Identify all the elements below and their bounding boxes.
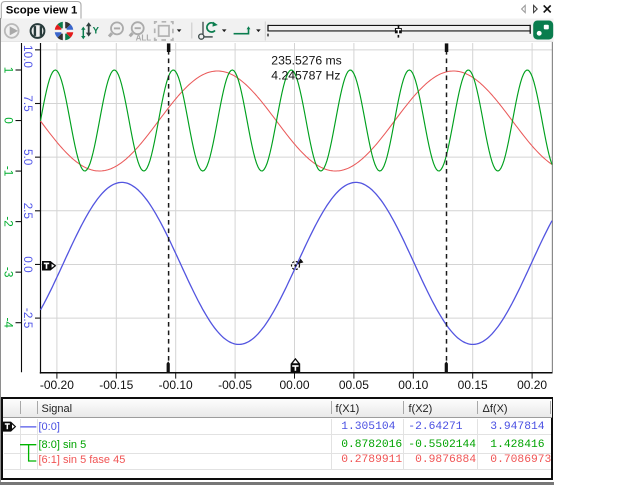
svg-text:Y: Y <box>93 26 100 37</box>
svg-text:-00.10: -00.10 <box>159 378 193 392</box>
svg-text:-3: -3 <box>2 267 16 278</box>
svg-text:00.20: 00.20 <box>517 378 547 392</box>
svg-text:5.0: 5.0 <box>21 149 35 166</box>
svg-text:ALL: ALL <box>136 34 152 42</box>
svg-text:10.0: 10.0 <box>21 45 35 68</box>
svg-text:0: 0 <box>2 117 16 124</box>
svg-text:7.5: 7.5 <box>21 95 35 112</box>
svg-text:00.00: 00.00 <box>279 378 309 392</box>
svg-text:-1: -1 <box>2 166 16 177</box>
svg-text:0.0: 0.0 <box>21 256 35 273</box>
svg-text:-2.5: -2.5 <box>21 308 35 329</box>
svg-text:Scope view 1: Scope view 1 <box>6 5 78 17</box>
svg-text:00.10: 00.10 <box>398 378 428 392</box>
svg-text:-2: -2 <box>2 216 16 227</box>
svg-text:1: 1 <box>2 67 16 74</box>
svg-text:2.5: 2.5 <box>21 203 35 220</box>
svg-text:-00.15: -00.15 <box>99 378 133 392</box>
svg-text:-4: -4 <box>2 317 16 328</box>
svg-text:-00.20: -00.20 <box>40 378 74 392</box>
svg-text:4.245787 Hz: 4.245787 Hz <box>271 68 340 82</box>
svg-text:00.15: 00.15 <box>458 378 488 392</box>
svg-text:00.05: 00.05 <box>339 378 369 392</box>
svg-text:-00.05: -00.05 <box>218 378 252 392</box>
svg-text:235.5276 ms: 235.5276 ms <box>271 53 341 67</box>
